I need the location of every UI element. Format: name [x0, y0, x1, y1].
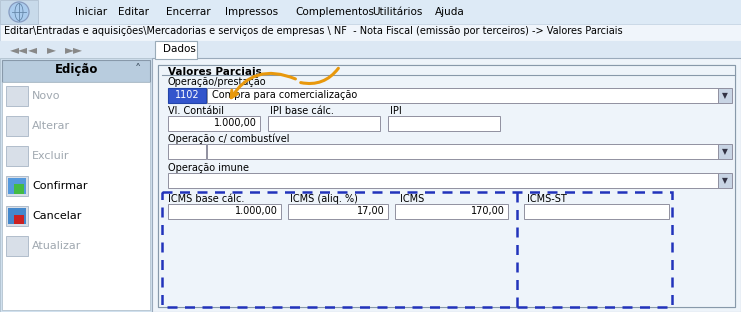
Text: Novo: Novo: [32, 91, 61, 101]
Text: Encerrar: Encerrar: [166, 7, 210, 17]
Text: ICMS (aliq. %): ICMS (aliq. %): [290, 194, 358, 204]
Bar: [2, 60, 150, 82]
Text: Excluir: Excluir: [32, 151, 70, 161]
Bar: [168, 144, 206, 159]
Bar: [268, 116, 380, 131]
Bar: [6, 146, 28, 166]
Bar: [162, 192, 672, 307]
Bar: [395, 204, 508, 219]
Bar: [8, 178, 26, 194]
Text: Ajuda: Ajuda: [435, 7, 465, 17]
Circle shape: [9, 2, 29, 22]
Bar: [6, 116, 28, 136]
Text: 170,00: 170,00: [471, 206, 505, 216]
Bar: [207, 88, 723, 103]
Bar: [168, 204, 281, 219]
Bar: [6, 206, 28, 226]
Text: ▼: ▼: [722, 176, 728, 185]
Bar: [0, 24, 741, 41]
Text: Operação/prestação: Operação/prestação: [168, 77, 267, 87]
Bar: [718, 144, 732, 159]
Bar: [152, 58, 741, 312]
Text: Valores Parciais: Valores Parciais: [168, 67, 262, 77]
Bar: [388, 116, 500, 131]
Text: Cancelar: Cancelar: [32, 211, 82, 221]
Text: ►: ►: [47, 43, 56, 56]
Text: ►►: ►►: [65, 43, 83, 56]
Text: ˄: ˄: [135, 63, 142, 76]
Bar: [168, 88, 206, 103]
Text: Iniciar: Iniciar: [75, 7, 107, 17]
Text: Editar\Entradas e aquisições\Mercadorias e serviços de empresas \ NF  - Nota Fis: Editar\Entradas e aquisições\Mercadorias…: [4, 26, 622, 36]
Bar: [718, 173, 732, 188]
Text: Utilitários: Utilitários: [372, 7, 422, 17]
Text: ICMS base cálc.: ICMS base cálc.: [168, 194, 245, 204]
Bar: [6, 176, 28, 196]
Text: ICMS: ICMS: [400, 194, 425, 204]
Bar: [288, 204, 388, 219]
Text: 1102: 1102: [175, 90, 199, 100]
Bar: [0, 0, 741, 24]
Bar: [524, 204, 669, 219]
Bar: [168, 116, 260, 131]
Text: Edição: Edição: [55, 63, 99, 76]
Text: Atualizar: Atualizar: [32, 241, 82, 251]
Bar: [158, 65, 735, 307]
Text: 1.000,00: 1.000,00: [214, 118, 257, 128]
Text: Vl. Contábil: Vl. Contábil: [168, 106, 224, 116]
Text: Confirmar: Confirmar: [32, 181, 87, 191]
Text: IPI base cálc.: IPI base cálc.: [270, 106, 334, 116]
Text: Alterar: Alterar: [32, 121, 70, 131]
Text: 1.000,00: 1.000,00: [235, 206, 278, 216]
Text: ◄: ◄: [28, 43, 37, 56]
Bar: [14, 215, 24, 224]
Text: ICMS-ST: ICMS-ST: [527, 194, 567, 204]
Bar: [0, 41, 741, 59]
Bar: [168, 173, 718, 188]
Text: Dados: Dados: [163, 44, 196, 54]
Text: ▼: ▼: [722, 147, 728, 156]
Bar: [207, 144, 723, 159]
Text: ▼: ▼: [722, 91, 728, 100]
Text: Operação c/ combustível: Operação c/ combustível: [168, 134, 290, 144]
Text: Complementos: Complementos: [295, 7, 374, 17]
Bar: [0, 58, 152, 312]
Bar: [158, 65, 735, 307]
Bar: [718, 88, 732, 103]
Bar: [155, 41, 197, 59]
Bar: [6, 236, 28, 256]
Bar: [2, 82, 150, 310]
Bar: [8, 208, 26, 224]
Text: Operação imune: Operação imune: [168, 163, 249, 173]
Bar: [14, 184, 24, 194]
Text: Impressos: Impressos: [225, 7, 278, 17]
Text: Compra para comercialização: Compra para comercialização: [212, 90, 357, 100]
Text: ◄◄: ◄◄: [10, 43, 28, 56]
Text: Editar: Editar: [118, 7, 149, 17]
Text: 17,00: 17,00: [357, 206, 385, 216]
Bar: [6, 86, 28, 106]
Text: IPI: IPI: [390, 106, 402, 116]
Bar: [0, 0, 38, 24]
